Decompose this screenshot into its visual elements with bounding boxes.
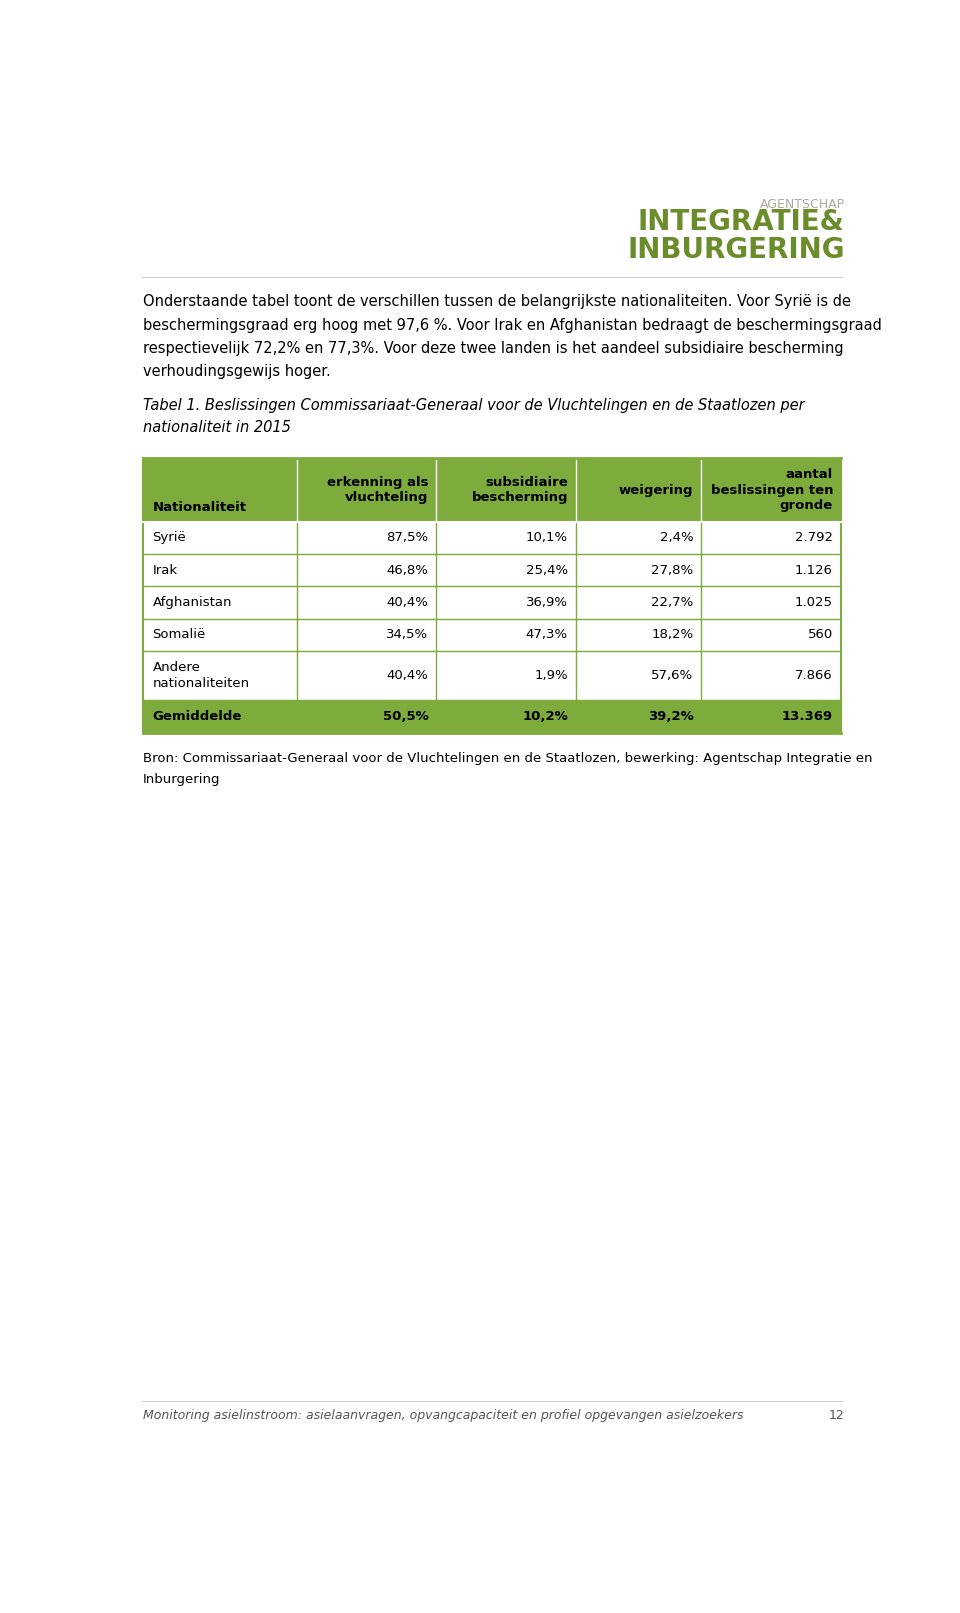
Text: Gemiddelde: Gemiddelde: [153, 710, 242, 723]
Bar: [143, 458, 841, 521]
Text: Monitoring asielinstroom: asielaanvragen, opvangcapaciteit en profiel opgevangen: Monitoring asielinstroom: asielaanvragen…: [143, 1408, 744, 1421]
Text: gronde: gronde: [780, 498, 833, 511]
Text: 27,8%: 27,8%: [652, 563, 693, 576]
Bar: [143, 586, 841, 619]
Text: 25,4%: 25,4%: [526, 563, 568, 576]
Text: 46,8%: 46,8%: [387, 563, 428, 576]
Text: 40,4%: 40,4%: [387, 669, 428, 682]
Text: 10,1%: 10,1%: [526, 531, 568, 544]
Text: Afghanistan: Afghanistan: [153, 595, 232, 610]
Text: subsidiaire: subsidiaire: [485, 476, 568, 489]
Text: 34,5%: 34,5%: [386, 629, 428, 642]
Text: INBURGERING: INBURGERING: [627, 235, 845, 263]
Text: Irak: Irak: [153, 563, 178, 576]
Text: bescherming: bescherming: [471, 492, 568, 505]
Text: erkenning als: erkenning als: [327, 476, 428, 489]
Text: Nationaliteit: Nationaliteit: [153, 502, 247, 515]
Text: 2,4%: 2,4%: [660, 531, 693, 544]
Text: 12: 12: [828, 1408, 845, 1421]
Text: 22,7%: 22,7%: [651, 595, 693, 610]
Text: 47,3%: 47,3%: [526, 629, 568, 642]
Text: Syrië: Syrië: [153, 531, 186, 544]
Text: nationaliteiten: nationaliteiten: [153, 677, 250, 690]
Text: 87,5%: 87,5%: [386, 531, 428, 544]
Bar: [143, 652, 841, 700]
Text: AGENTSCHAP: AGENTSCHAP: [759, 198, 845, 211]
Text: 39,2%: 39,2%: [648, 710, 693, 723]
Bar: [143, 521, 841, 553]
Text: INTEGRATIE&: INTEGRATIE&: [637, 208, 845, 235]
Text: 40,4%: 40,4%: [387, 595, 428, 610]
Text: vluchteling: vluchteling: [345, 492, 428, 505]
Text: beschermingsgraad erg hoog met 97,6 %. Voor Irak en Afghanistan bedraagt de besc: beschermingsgraad erg hoog met 97,6 %. V…: [143, 318, 882, 332]
Text: 36,9%: 36,9%: [526, 595, 568, 610]
Text: 1.025: 1.025: [795, 595, 833, 610]
Bar: [143, 700, 841, 732]
Text: weigering: weigering: [619, 484, 693, 497]
Text: nationaliteit in 2015: nationaliteit in 2015: [143, 419, 291, 436]
Text: Somalië: Somalië: [153, 629, 205, 642]
Text: 57,6%: 57,6%: [652, 669, 693, 682]
Text: 50,5%: 50,5%: [383, 710, 428, 723]
Text: 1.126: 1.126: [795, 563, 833, 576]
Text: aantal: aantal: [785, 468, 833, 481]
Text: Inburgering: Inburgering: [143, 773, 221, 787]
Text: 7.866: 7.866: [795, 669, 833, 682]
Text: Onderstaande tabel toont de verschillen tussen de belangrijkste nationaliteiten.: Onderstaande tabel toont de verschillen …: [143, 295, 852, 310]
Text: verhoudingsgewijs hoger.: verhoudingsgewijs hoger.: [143, 363, 331, 379]
Text: 18,2%: 18,2%: [652, 629, 693, 642]
Text: respectievelijk 72,2% en 77,3%. Voor deze twee landen is het aandeel subsidiaire: respectievelijk 72,2% en 77,3%. Voor dez…: [143, 340, 844, 355]
Bar: [143, 619, 841, 652]
Bar: [143, 553, 841, 586]
Text: Andere: Andere: [153, 661, 201, 674]
Text: Tabel 1. Beslissingen Commissariaat-Generaal voor de Vluchtelingen en de Staatlo: Tabel 1. Beslissingen Commissariaat-Gene…: [143, 398, 804, 413]
Text: 1,9%: 1,9%: [535, 669, 568, 682]
Text: 13.369: 13.369: [781, 710, 833, 723]
Text: 10,2%: 10,2%: [522, 710, 568, 723]
Text: beslissingen ten: beslissingen ten: [710, 484, 833, 497]
Text: 2.792: 2.792: [795, 531, 833, 544]
Text: Bron: Commissariaat-Generaal voor de Vluchtelingen en de Staatlozen, bewerking: : Bron: Commissariaat-Generaal voor de Vlu…: [143, 752, 873, 765]
Text: 560: 560: [807, 629, 833, 642]
